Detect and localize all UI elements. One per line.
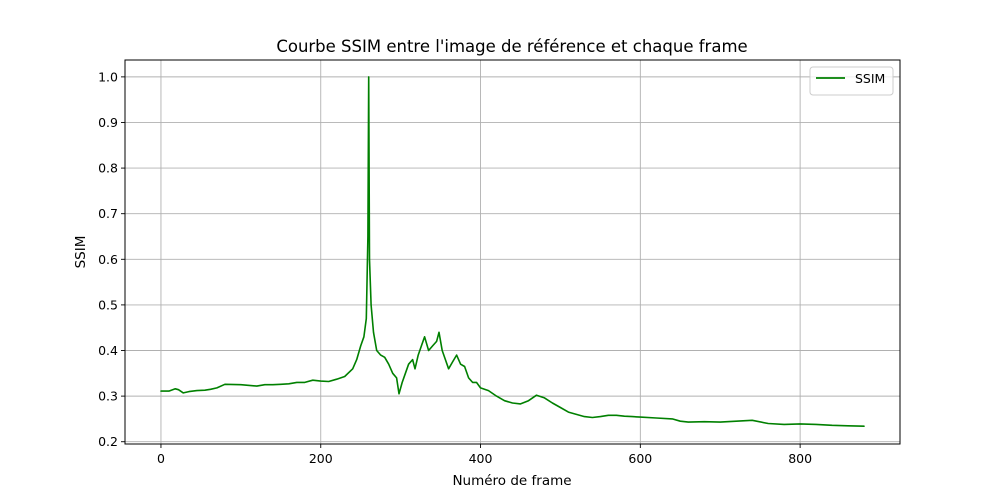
legend: SSIM — [809, 66, 894, 96]
x-axis-title: Numéro de frame — [452, 473, 571, 489]
y-tick-label: 0.3 — [98, 389, 118, 404]
y-axis-title: SSIM — [73, 236, 89, 269]
y-tick-label: 1.0 — [98, 69, 118, 84]
y-tick-label: 0.4 — [98, 343, 118, 358]
series-layer — [160, 76, 865, 428]
x-tick-label: 200 — [309, 451, 333, 466]
y-tick-label: 0.8 — [98, 161, 118, 176]
y-tick-label: 0.5 — [98, 297, 118, 312]
legend-box — [809, 66, 894, 96]
x-tick-label: 400 — [469, 451, 493, 466]
x-tick-label: 0 — [157, 451, 165, 466]
y-tick-label: 0.7 — [98, 206, 118, 221]
legend-label: SSIM — [855, 71, 885, 86]
plot-frame — [124, 59, 901, 445]
chart-title: Courbe SSIM entre l'image de référence e… — [276, 37, 747, 56]
x-axis: 0 200 400 600 800 — [157, 444, 812, 466]
grid — [125, 60, 900, 444]
y-tick-label: 0.2 — [98, 434, 118, 449]
x-tick-label: 800 — [788, 451, 812, 466]
series-line-ssim — [160, 76, 865, 428]
y-axis: 0.2 0.3 0.4 0.5 0.6 0.7 0.8 0.9 1.0 — [98, 69, 125, 449]
y-tick-label: 0.9 — [98, 115, 118, 130]
x-tick-label: 600 — [628, 451, 652, 466]
y-tick-label: 0.6 — [98, 252, 118, 267]
